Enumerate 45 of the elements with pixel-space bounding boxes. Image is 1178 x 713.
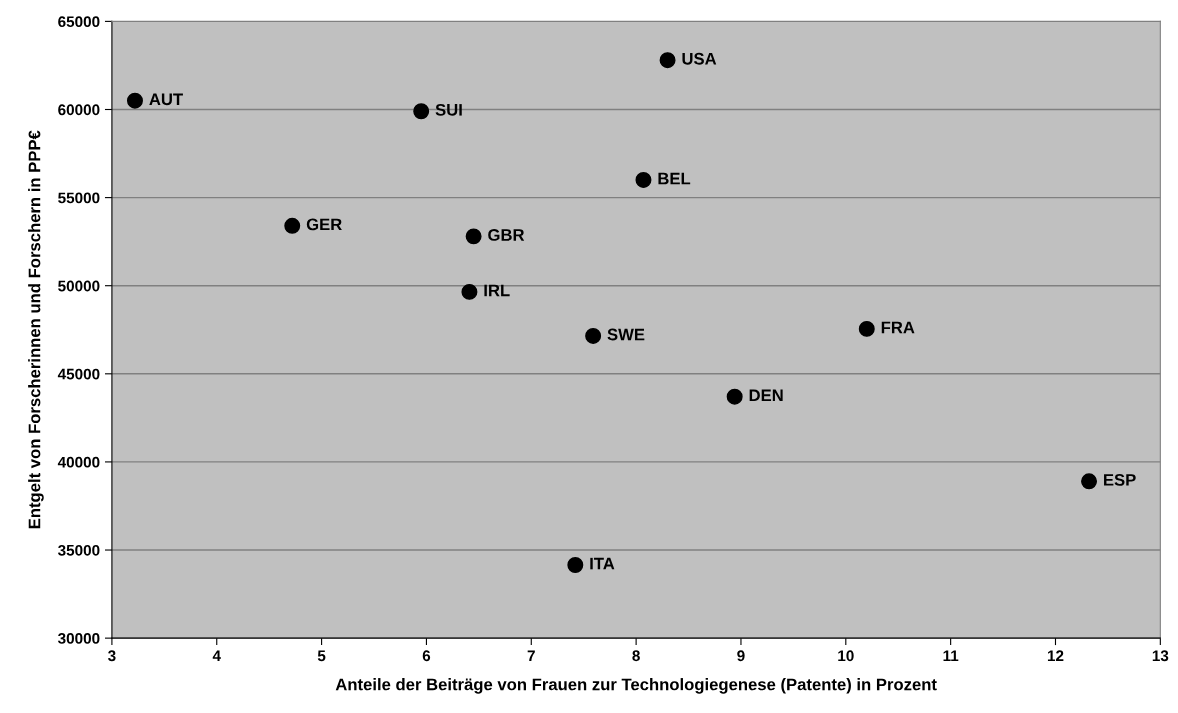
x-tick-label: 10 — [838, 650, 854, 662]
x-tick-label: 11 — [943, 650, 959, 662]
x-tick-label: 12 — [1047, 650, 1064, 662]
y-tick-label: 35000 — [57, 544, 100, 556]
point — [858, 320, 875, 337]
x-tick-label: 8 — [632, 650, 640, 662]
annotation: AUT — [149, 93, 183, 106]
annotation: USA — [682, 52, 717, 65]
x-axis-title: Anteile der Beiträge von Frauen zur Technologiegenese (Patente) in Prozent — [335, 678, 937, 694]
point — [126, 92, 143, 109]
x-tick-label: 4 — [212, 650, 221, 662]
annotation: FRA — [881, 321, 915, 334]
point — [465, 228, 482, 245]
point — [413, 103, 430, 120]
x-tick-label: 3 — [108, 650, 116, 662]
y-tick-label: 40000 — [57, 456, 100, 468]
annotation: GER — [306, 218, 342, 231]
point — [726, 388, 743, 405]
point — [659, 52, 676, 69]
point — [461, 283, 478, 300]
y-tick-label: 55000 — [58, 192, 100, 204]
y-tick-label: 65000 — [58, 16, 100, 28]
annotation: BEL — [658, 172, 691, 185]
annotation: ESP — [1104, 473, 1136, 486]
annotation: IRL — [484, 284, 510, 297]
x-tick-label: 9 — [737, 650, 745, 662]
y-tick-label: 45000 — [57, 368, 100, 380]
x-tick-label: 5 — [317, 650, 326, 662]
point — [585, 327, 602, 344]
y-tick-label: 30000 — [57, 633, 100, 644]
point — [567, 557, 584, 573]
x-tick-label: 13 — [1152, 650, 1169, 662]
point — [635, 172, 652, 188]
annotation: DEN — [749, 389, 783, 402]
annotation: GBR — [488, 229, 525, 241]
annotation: ITA — [590, 557, 615, 570]
point — [284, 217, 301, 234]
y-tick-label: 50000 — [58, 280, 100, 292]
x-tick-label: 7 — [527, 650, 535, 662]
annotation: SUI — [435, 103, 462, 116]
point — [1081, 473, 1098, 490]
annotation: SWE — [607, 328, 645, 341]
x-tick-label: 6 — [422, 650, 431, 662]
y-axis-title: Entgelt von Forscherinnen und Forschern in PPP€ — [28, 130, 44, 529]
y-tick-label: 60000 — [58, 104, 100, 116]
